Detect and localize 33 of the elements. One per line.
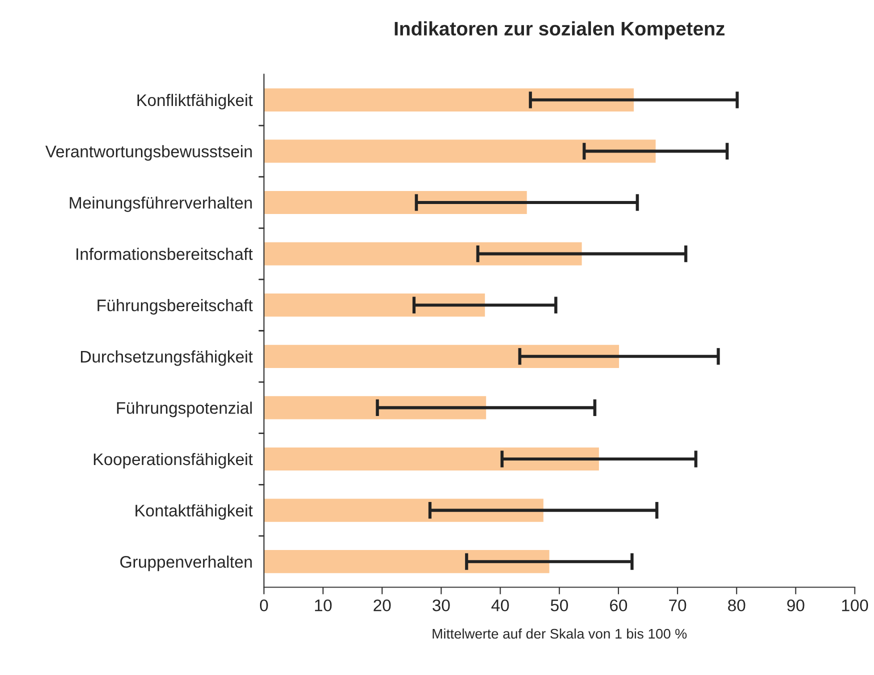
y-tick-label: Führungspotenzial	[117, 402, 252, 418]
y-tick-label: Kooperationsfähigkeit	[94, 452, 253, 468]
x-tick-label: 90	[787, 599, 804, 612]
bar	[264, 294, 485, 317]
y-tick-label: Führungsbereitschaft	[98, 299, 253, 315]
chart-title: Indikatoren zur sozialen Kompetenz	[394, 21, 725, 40]
x-tick-label: 100	[842, 599, 868, 612]
x-tick-label: 80	[728, 599, 746, 612]
bar	[264, 88, 634, 112]
bar	[264, 242, 582, 266]
bar	[264, 140, 656, 163]
x-axis-title: Mittelwerte auf der Skala von 1 bis 100 %	[432, 628, 687, 639]
y-tick-label: Informationsbereitschaft	[76, 248, 253, 260]
x-tick-label: 70	[669, 599, 686, 612]
x-tick-label: 40	[491, 599, 509, 612]
y-tick-label: Konfliktfähigkeit	[137, 94, 253, 110]
bar	[264, 190, 527, 214]
x-tick-label: 60	[610, 599, 628, 612]
x-tick-label: 50	[550, 599, 568, 612]
x-tick-label: 0	[260, 599, 268, 612]
bar	[264, 498, 544, 522]
y-tick-label: Durchsetzungsfähigkeit	[80, 350, 253, 366]
bar	[264, 396, 486, 420]
x-tick-label: 10	[315, 599, 332, 612]
x-tick-label: 30	[432, 599, 450, 612]
x-tick-label: 20	[374, 599, 391, 612]
y-tick-label: Meinungsführerverhalten	[70, 196, 252, 212]
bar	[264, 447, 599, 471]
y-tick-label: Verantwortungsbewusstsein	[45, 145, 252, 161]
y-tick-label: Kontaktfähigkeit	[136, 504, 253, 520]
bar	[264, 344, 620, 368]
bar	[264, 550, 550, 574]
y-tick-label: Gruppenverhalten	[120, 556, 252, 572]
